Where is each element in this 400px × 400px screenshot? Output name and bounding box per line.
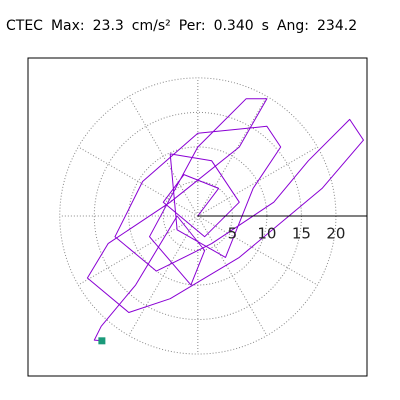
- grid-spoke: [197, 215, 318, 286]
- per-value: 0.340: [213, 18, 254, 34]
- x-tick-label: 10: [257, 224, 276, 242]
- ang-value: 234.2: [317, 18, 358, 34]
- grid-spoke: [78, 215, 199, 286]
- grid-spoke: [197, 215, 268, 336]
- max-value: 23.3: [92, 18, 124, 34]
- station: CTEC: [6, 18, 43, 34]
- trace: [86, 98, 364, 342]
- grid-spoke: [128, 96, 199, 217]
- per-unit: s: [261, 18, 269, 34]
- grid-spoke: [197, 96, 268, 217]
- end-marker: [98, 337, 106, 345]
- grid-spoke: [128, 215, 199, 336]
- max-label: Max:: [50, 18, 85, 34]
- grid-spoke: [78, 146, 199, 217]
- max-unit: cm/s²: [131, 18, 171, 34]
- ang-label: Ang:: [276, 18, 310, 34]
- header: CTEC Max: 23.3 cm/s² Per: 0.340 s Ang: 234.2: [6, 18, 365, 34]
- x-tick-label: 20: [326, 224, 345, 242]
- x-tick-label: 5: [228, 224, 238, 242]
- plot-frame: [27, 57, 368, 377]
- per-label: Per:: [178, 18, 206, 34]
- x-tick-label: 15: [292, 224, 311, 242]
